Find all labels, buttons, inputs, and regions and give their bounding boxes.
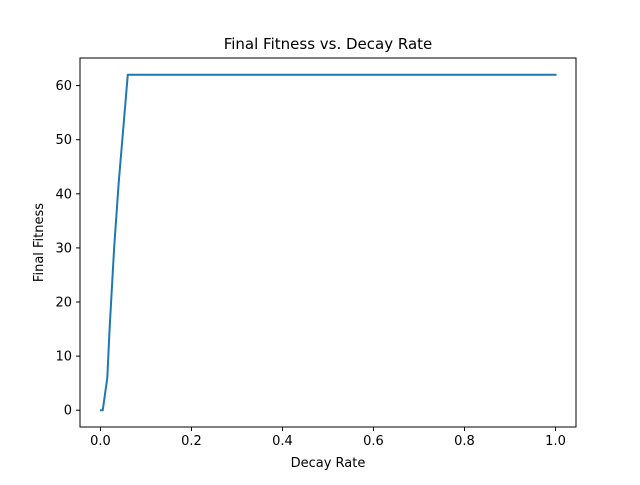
series-layer [99, 73, 557, 412]
x-axis-ticks: 0.0 0.2 0.4 0.6 0.8 1.0 [90, 427, 566, 449]
axes-layer [79, 57, 577, 428]
x-tick-label: 0.0 [90, 434, 111, 449]
x-tick-label: 1.0 [545, 434, 566, 449]
chart-title: Final Fitness vs. Decay Rate [224, 35, 433, 53]
y-tick-label: 40 [55, 187, 72, 202]
y-tick-label: 10 [55, 350, 72, 365]
y-tick-label: 60 [55, 79, 72, 94]
y-tick-label: 50 [55, 133, 72, 148]
x-tick-label: 0.4 [272, 434, 293, 449]
y-tick-label: 0 [64, 404, 72, 419]
y-axis-label: Final Fitness [32, 203, 47, 282]
x-tick-label: 0.6 [363, 434, 384, 449]
series-line-0 [99, 73, 557, 412]
y-tick-label: 20 [55, 296, 72, 311]
y-tick-label: 30 [55, 241, 72, 256]
y-axis-ticks: 0 10 20 30 40 50 60 [55, 79, 80, 419]
plot-frame [79, 57, 577, 428]
x-tick-label: 0.8 [454, 434, 475, 449]
x-tick-label: 0.2 [181, 434, 202, 449]
x-axis-label: Decay Rate [291, 456, 366, 471]
